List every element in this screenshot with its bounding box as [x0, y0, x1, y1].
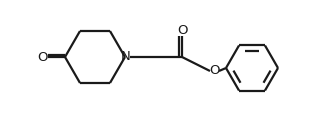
Text: N: N — [121, 50, 131, 63]
Text: O: O — [37, 51, 47, 64]
Text: O: O — [177, 23, 187, 36]
Text: O: O — [210, 63, 220, 76]
